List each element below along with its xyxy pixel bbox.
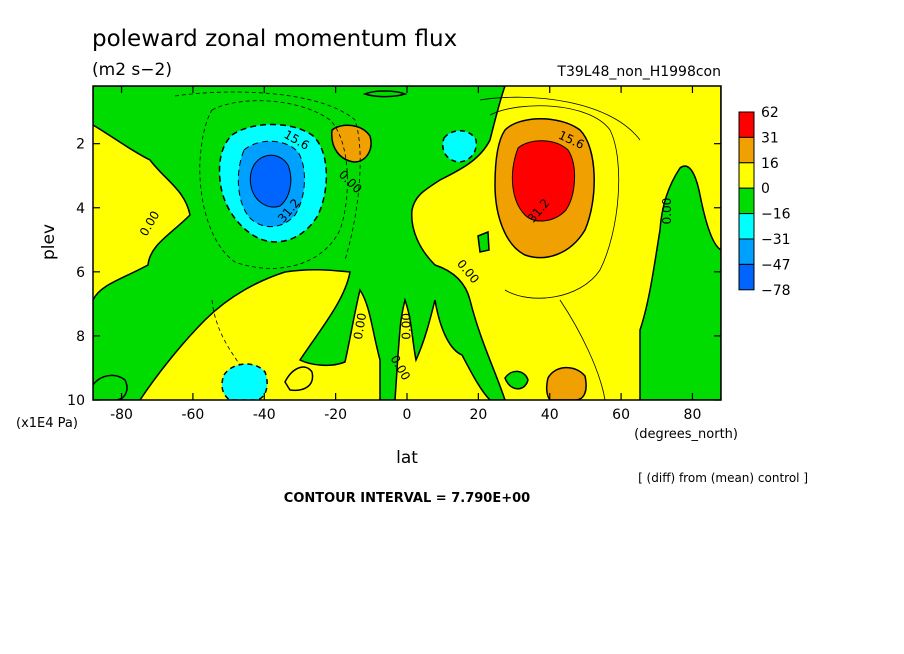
pos-patch-north-bottom bbox=[545, 366, 587, 400]
pos-core-31 bbox=[511, 140, 576, 222]
green-patch-se bbox=[504, 370, 529, 390]
green-patch-top bbox=[362, 90, 408, 98]
legend-label: −16 bbox=[761, 207, 791, 223]
y-tick-label: 2 bbox=[76, 137, 85, 153]
legend-label: 16 bbox=[761, 156, 779, 172]
diff-note: [ (diff) from (mean) control ] bbox=[638, 471, 808, 485]
filled-contours bbox=[93, 86, 721, 400]
y-tick-label: 6 bbox=[76, 265, 85, 281]
x-tick-label: -20 bbox=[324, 407, 347, 423]
chart-units: (m2 s−2) bbox=[92, 60, 172, 80]
x-tick-label: 20 bbox=[469, 407, 487, 423]
x-axis-label: lat bbox=[396, 448, 418, 468]
legend-swatch bbox=[738, 213, 755, 240]
x-tick-label: -40 bbox=[253, 407, 276, 423]
neg-patch-north-top bbox=[442, 130, 478, 163]
pos-patch-south-top bbox=[331, 124, 372, 163]
legend-swatch bbox=[738, 238, 755, 265]
legend-label: 31 bbox=[761, 130, 779, 146]
legend-label: −78 bbox=[761, 283, 791, 299]
yellow-enclave-sw bbox=[284, 366, 314, 392]
neg-core-78 bbox=[249, 154, 292, 208]
axis-ticks: -80 -60 -40 -20 0 20 40 60 80 2 4 6 8 10 bbox=[67, 86, 721, 423]
run-label: T39L48_non_H1998con bbox=[556, 64, 721, 80]
x-tick-label: 80 bbox=[684, 407, 702, 423]
chart-title: poleward zonal momentum flux bbox=[92, 26, 457, 52]
green-region-south bbox=[93, 86, 506, 400]
legend-label: 0 bbox=[761, 181, 770, 197]
x-tick-label: -80 bbox=[110, 407, 133, 423]
contour-label: 0.00 bbox=[660, 198, 674, 225]
x-axis-units: (degrees_north) bbox=[634, 427, 738, 442]
legend-label: −31 bbox=[761, 232, 791, 248]
x-tick-label: 0 bbox=[403, 407, 412, 423]
contour-label: 0.00 bbox=[400, 313, 414, 340]
x-tick-label: -60 bbox=[181, 407, 204, 423]
x-tick-label: 40 bbox=[541, 407, 559, 423]
y-tick-label: 8 bbox=[76, 329, 85, 345]
color-legend: 62 31 16 0 −16 −31 −47 −78 bbox=[738, 105, 791, 299]
legend-label: 62 bbox=[761, 105, 779, 121]
y-tick-label: 4 bbox=[76, 201, 85, 217]
legend-swatch bbox=[738, 187, 755, 215]
legend-swatch bbox=[738, 136, 755, 164]
legend-swatch bbox=[738, 263, 755, 291]
green-patch-mid bbox=[477, 230, 490, 253]
legend-label: −47 bbox=[761, 257, 791, 273]
y-axis-label: plev bbox=[39, 224, 59, 260]
contour-label: 0.00 bbox=[351, 312, 369, 341]
contour-interval: CONTOUR INTERVAL = 7.790E+00 bbox=[284, 491, 530, 506]
green-region-north bbox=[639, 86, 721, 400]
legend-swatch bbox=[738, 162, 755, 189]
neg-patch-south-bottom bbox=[221, 363, 268, 400]
thin-contours bbox=[174, 91, 641, 400]
x-tick-label: 60 bbox=[612, 407, 630, 423]
legend-swatch bbox=[738, 111, 755, 138]
y-tick-label: 10 bbox=[67, 393, 85, 409]
y-axis-units: (x1E4 Pa) bbox=[16, 416, 78, 431]
